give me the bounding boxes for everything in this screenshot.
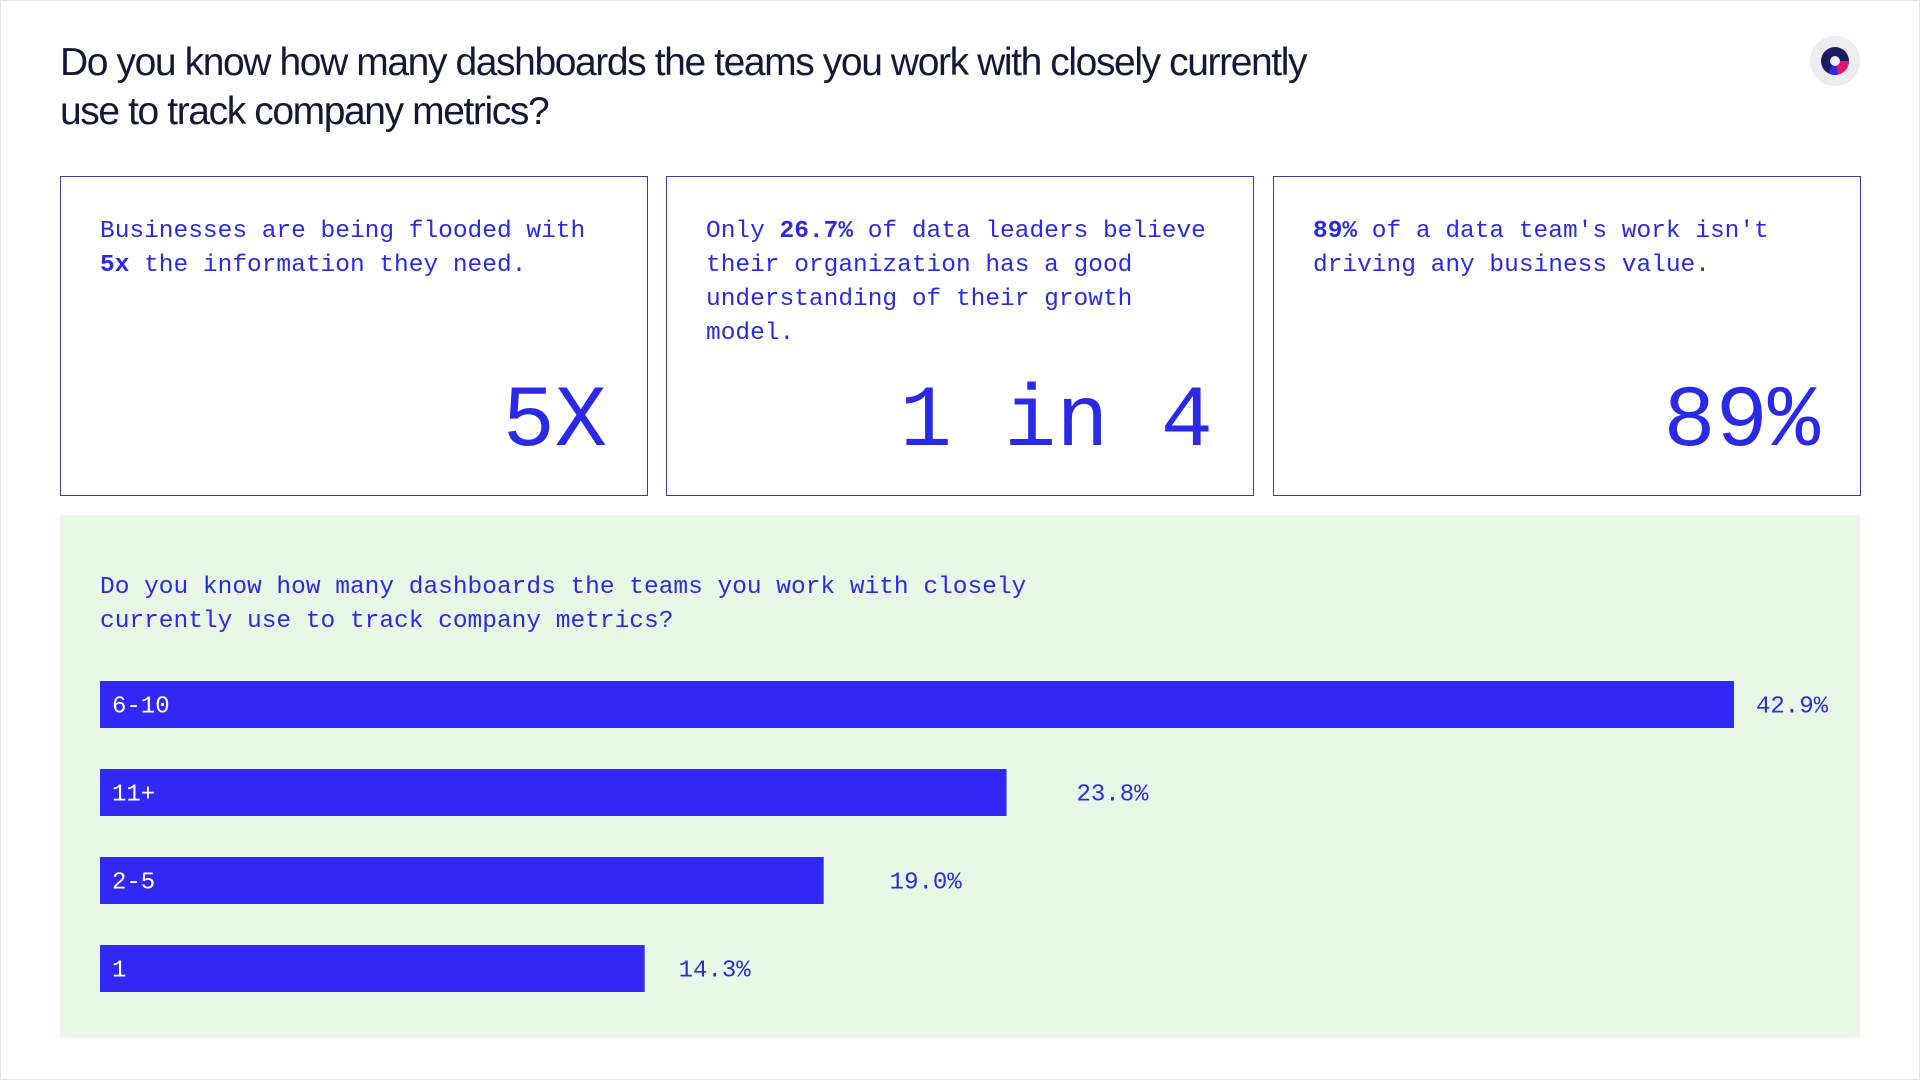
brand-logo-icon bbox=[1810, 36, 1860, 86]
stat-text-segment: Businesses are being flooded with bbox=[100, 218, 586, 245]
bar-2-5 bbox=[100, 857, 824, 904]
stat-card-text: Businesses are being flooded with 5x the… bbox=[100, 215, 620, 283]
stat-text-segment: Only bbox=[706, 218, 780, 245]
stat-card-growth-model: Only 26.7% of data leaders believe their… bbox=[666, 176, 1254, 496]
bar-category-label: 1 bbox=[112, 958, 126, 985]
bar-category-label: 11+ bbox=[112, 782, 155, 809]
stat-card-business-value: 89% of a data team's work isn't driving … bbox=[1273, 176, 1861, 496]
stat-card-value: 5X bbox=[502, 374, 607, 472]
bar-value-label: 19.0% bbox=[890, 870, 963, 897]
stat-text-segment: of data leaders believe their organizati… bbox=[706, 218, 1206, 347]
stat-highlight: 5x bbox=[100, 252, 130, 279]
bar-11+ bbox=[100, 769, 1007, 816]
bar-value-label: 42.9% bbox=[1756, 694, 1829, 721]
bar-category-label: 6-10 bbox=[112, 694, 170, 721]
page-title: Do you know how many dashboards the team… bbox=[60, 41, 1307, 133]
stat-card-value: 89% bbox=[1663, 374, 1820, 472]
chart-title: Do you know how many dashboards the team… bbox=[100, 574, 1027, 635]
stat-card-information: Businesses are being flooded with 5x the… bbox=[60, 176, 648, 496]
stat-text-segment: the information they need. bbox=[129, 252, 527, 279]
bar-1 bbox=[100, 945, 645, 992]
stat-card-value: 1 in 4 bbox=[899, 374, 1213, 472]
stat-card-text: Only 26.7% of data leaders believe their… bbox=[706, 215, 1226, 351]
bar-category-label: 2-5 bbox=[112, 870, 155, 897]
stat-card-text: 89% of a data team's work isn't driving … bbox=[1313, 215, 1833, 283]
stat-text-segment: of a data team's work isn't driving any … bbox=[1313, 218, 1769, 279]
bar-chart: 6-10 42.9% 11+ 23.8% 2-5 19.0% 1 14.3% bbox=[100, 681, 1829, 992]
chart-panel: Do you know how many dashboards the team… bbox=[60, 515, 1860, 1038]
stat-highlight: 26.7% bbox=[779, 218, 854, 245]
stat-highlight: 89% bbox=[1313, 218, 1358, 245]
bar-value-label: 14.3% bbox=[679, 958, 752, 985]
bar-6-10 bbox=[100, 681, 1734, 728]
bar-value-label: 23.8% bbox=[1077, 782, 1150, 809]
